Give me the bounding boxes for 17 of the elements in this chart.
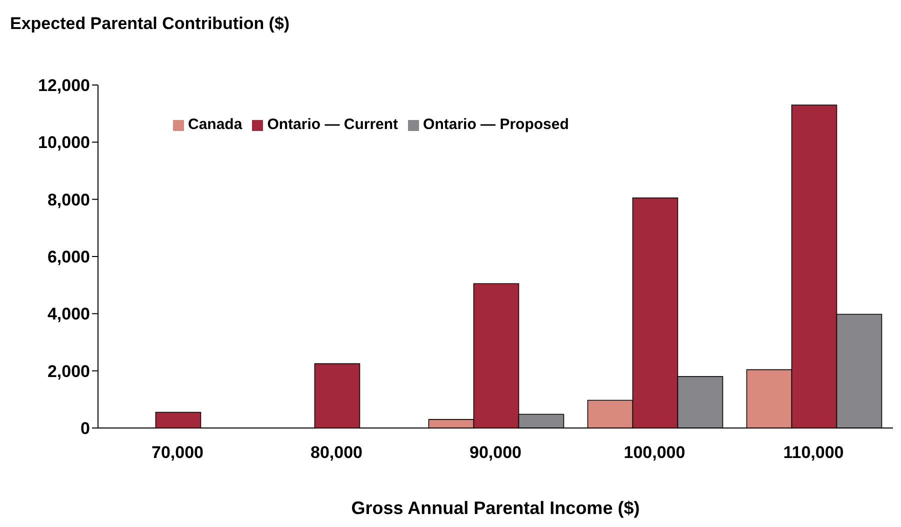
x-tick-label: 70,000 bbox=[152, 443, 204, 462]
y-axis-title: Expected Parental Contribution ($) bbox=[10, 14, 290, 34]
y-tick-label: 8,000 bbox=[47, 190, 90, 210]
x-tick-label: 80,000 bbox=[310, 443, 362, 462]
y-tick-label: 6,000 bbox=[47, 248, 90, 267]
legend-label: Ontario — Current bbox=[267, 116, 398, 133]
x-tick-label: 100,000 bbox=[624, 443, 686, 462]
x-tick-label: 110,000 bbox=[783, 443, 844, 462]
y-tick-label: 2,000 bbox=[47, 362, 90, 381]
y-tick-label: 4,000 bbox=[47, 304, 90, 324]
legend-label: Canada bbox=[188, 116, 242, 133]
y-tick-label: 10,000 bbox=[38, 133, 90, 152]
legend-label: Ontario — Proposed bbox=[423, 116, 569, 133]
x-axis-title: Gross Annual Parental Income ($) bbox=[350, 498, 641, 519]
y-tick-label: 0 bbox=[80, 419, 90, 438]
y-tick-label: 12,000 bbox=[38, 76, 90, 96]
x-tick-label: 90,000 bbox=[470, 443, 522, 462]
